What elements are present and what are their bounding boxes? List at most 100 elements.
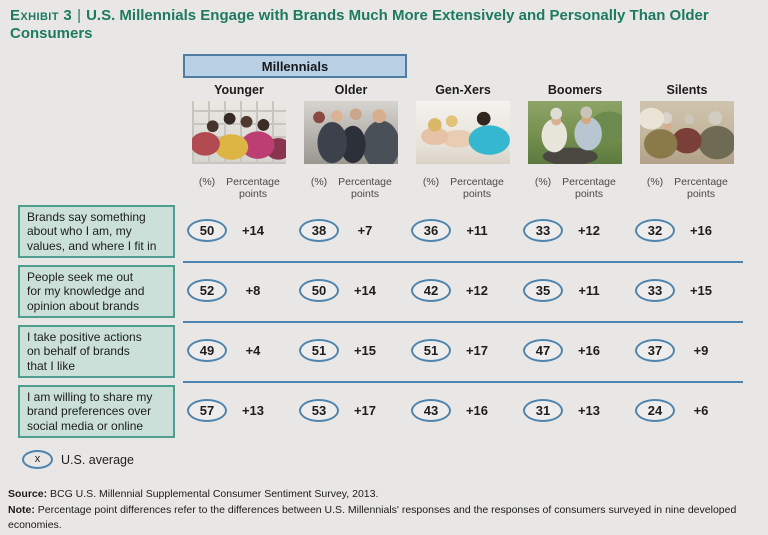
ellipse-wrap: 52	[183, 278, 231, 302]
percent-subheader: (%)	[534, 176, 552, 188]
ellipse-wrap: 33	[631, 278, 679, 302]
photo-cell-younger	[183, 101, 295, 165]
value-cell: 47 +16	[519, 325, 631, 385]
ellipse-wrap: 33	[519, 218, 567, 242]
exhibit-title: Exhibit 3 | U.S. Millennials Engage with B…	[10, 7, 760, 43]
footer-notes: Source: BCG U.S. Millennial Supplemental…	[8, 487, 750, 534]
percentage-points-value: +11	[578, 282, 600, 298]
gen-xers-group-photo	[416, 101, 510, 164]
ellipse-wrap: 57	[183, 398, 231, 422]
row-label: People seek me out for my knowledge and …	[18, 265, 175, 318]
row-label-text: I am willing to share my brand preferenc…	[27, 389, 153, 433]
percentage-points-value: +16	[577, 342, 601, 358]
ellipse-wrap: 42	[407, 278, 455, 302]
value-cell: 36 +11	[407, 205, 519, 265]
photo-cell-silents	[631, 101, 743, 165]
boomers-couple-outdoors-photo	[528, 101, 622, 164]
percentage-points-value: +8	[245, 282, 261, 298]
percentage-points-value: +6	[693, 402, 709, 418]
row-label-text: Brands say something about who I am, my …	[27, 209, 157, 253]
percentage-points-value: +14	[353, 282, 377, 298]
column-header-silents: Silents	[666, 83, 708, 97]
value-cell: 43 +16	[407, 385, 519, 445]
us-average-ellipse: 37	[635, 338, 675, 362]
value-cell: 49 +4	[183, 325, 295, 385]
row-divider	[183, 321, 743, 323]
percentage-points-value: +14	[241, 222, 265, 238]
legend-label: U.S. average	[61, 452, 134, 467]
title-separator: |	[77, 7, 82, 24]
row-label-text: People seek me out for my knowledge and …	[27, 269, 145, 313]
row-divider	[183, 381, 743, 383]
value-cell: 31 +13	[519, 385, 631, 445]
percentage-points-value: +15	[689, 282, 713, 298]
value-cell: 33 +12	[519, 205, 631, 265]
ellipse-wrap: 49	[183, 338, 231, 362]
subheaders-younger: (%) Percentage points	[183, 165, 295, 205]
us-average-ellipse: 51	[411, 338, 451, 362]
subheaders-older: (%) Percentage points	[295, 165, 407, 205]
source-line: Source: BCG U.S. Millennial Supplemental…	[8, 487, 750, 503]
us-average-ellipse: 24	[635, 398, 675, 422]
note-text: Percentage point differences refer to th…	[8, 503, 737, 532]
source-label: Source:	[8, 488, 48, 500]
photo-cell-older	[295, 101, 407, 165]
row-label: I take positive actions on behalf of bra…	[18, 325, 175, 378]
older-millennials-business-group-photo	[304, 101, 398, 164]
row-divider	[183, 261, 743, 263]
percentage-points-subheader: Percentage points	[226, 176, 280, 200]
us-average-ellipse: 33	[635, 278, 675, 302]
value-cell: 33 +15	[631, 265, 743, 325]
percentage-points-value: +16	[465, 402, 489, 418]
value-cell: 24 +6	[631, 385, 743, 445]
legend-average-ellipse: x	[22, 450, 53, 469]
subheaders-gen-xers: (%) Percentage points	[407, 165, 519, 205]
ellipse-wrap: 50	[295, 278, 343, 302]
ellipse-wrap: 50	[183, 218, 231, 242]
row-label: I am willing to share my brand preferenc…	[18, 385, 175, 438]
us-average-ellipse: 47	[523, 338, 563, 362]
younger-millennials-group-photo	[192, 101, 286, 164]
us-average-ellipse: 42	[411, 278, 451, 302]
source-text: BCG U.S. Millennial Supplemental Consume…	[50, 488, 379, 500]
legend: x U.S. average	[22, 450, 134, 469]
percentage-points-value: +11	[466, 222, 488, 238]
percentage-points-subheader: Percentage points	[338, 176, 392, 200]
value-cell: 57 +13	[183, 385, 295, 445]
row-label-text: I take positive actions on behalf of bra…	[27, 329, 142, 373]
column-header-younger: Younger	[214, 83, 264, 97]
value-cell: 38 +7	[295, 205, 407, 265]
value-cell: 53 +17	[295, 385, 407, 445]
photo-cell-gen-xers	[407, 101, 519, 165]
ellipse-wrap: 38	[295, 218, 343, 242]
millennials-group-header: Millennials	[183, 54, 407, 78]
percentage-points-value: +13	[241, 402, 265, 418]
row-label: Brands say something about who I am, my …	[18, 205, 175, 258]
value-cell: 42 +12	[407, 265, 519, 325]
us-average-ellipse: 53	[299, 398, 339, 422]
us-average-ellipse: 50	[187, 218, 227, 242]
percentage-points-value: +4	[245, 342, 261, 358]
percentage-points-value: +17	[465, 342, 489, 358]
ellipse-wrap: 53	[295, 398, 343, 422]
percentage-points-subheader: Percentage points	[674, 176, 728, 200]
exhibit-number: Exhibit 3	[10, 7, 73, 24]
percent-subheader: (%)	[646, 176, 664, 188]
ellipse-wrap: 43	[407, 398, 455, 422]
us-average-ellipse: 36	[411, 218, 451, 242]
subheaders-boomers: (%) Percentage points	[519, 165, 631, 205]
value-cell: 50 +14	[183, 205, 295, 265]
ellipse-wrap: 51	[295, 338, 343, 362]
exhibit-title-text: U.S. Millennials Engage with Brands Much…	[10, 7, 709, 42]
ellipse-wrap: 32	[631, 218, 679, 242]
percent-subheader: (%)	[422, 176, 440, 188]
value-cell: 32 +16	[631, 205, 743, 265]
percent-subheader: (%)	[198, 176, 216, 188]
column-header-older: Older	[334, 83, 368, 97]
ellipse-wrap: 37	[631, 338, 679, 362]
ellipse-wrap: 24	[631, 398, 679, 422]
us-average-ellipse: 43	[411, 398, 451, 422]
percentage-points-subheader: Percentage points	[450, 176, 504, 200]
percentage-points-value: +9	[693, 342, 709, 358]
